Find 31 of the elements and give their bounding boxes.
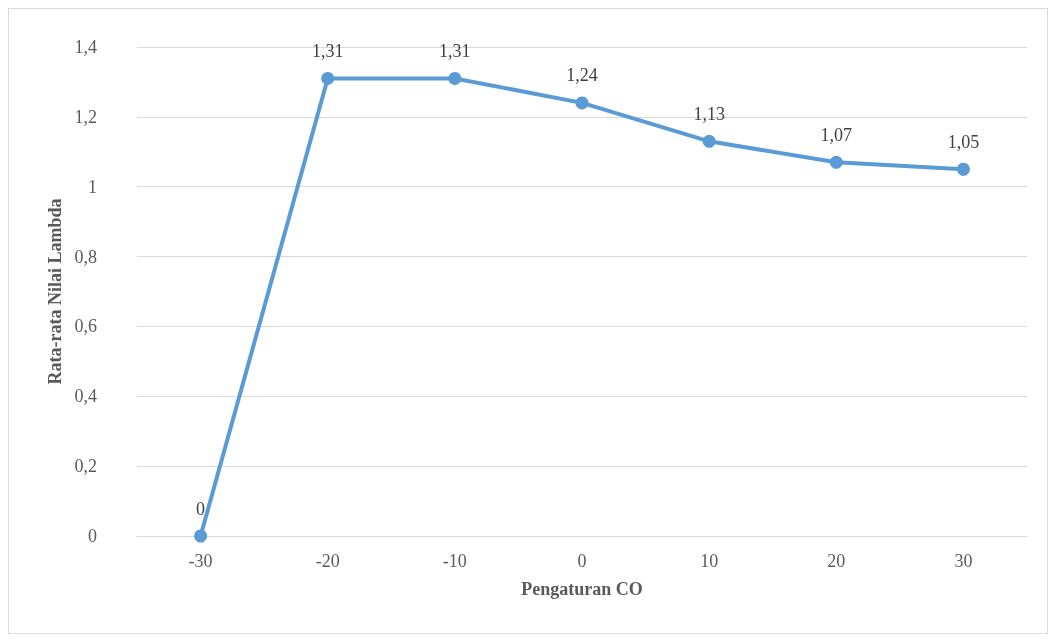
data-label: 1,31 [439, 40, 471, 61]
y-tick-label: 0,8 [74, 246, 97, 267]
data-label: 0 [196, 498, 206, 519]
x-tick-label: 30 [954, 551, 973, 571]
point [575, 96, 589, 110]
y-tick-label: 0,4 [74, 386, 97, 407]
x-tick-label: -20 [315, 551, 340, 571]
data-label: 1,05 [947, 131, 980, 152]
data-label: 1,07 [820, 124, 853, 145]
x-tick-label: 20 [827, 551, 846, 571]
y-tick-label: 1,4 [74, 37, 97, 57]
y-tick-label: 0,2 [74, 456, 97, 477]
point [321, 71, 335, 85]
x-axis-title: Pengaturan CO [521, 579, 643, 599]
y-axis-title: Rata-rata Nilai Lambda [44, 198, 65, 385]
x-tick-label: 0 [577, 551, 587, 571]
x-tick-label: -10 [442, 551, 467, 571]
y-tick-label: 0,6 [74, 316, 97, 337]
point [829, 155, 843, 169]
y-tick-label: 1,2 [74, 106, 97, 127]
point [702, 134, 716, 148]
x-tick-label: 10 [700, 551, 719, 571]
point [448, 71, 462, 85]
data-label: 1,13 [693, 103, 725, 124]
data-label: 1,31 [311, 40, 344, 61]
data-label: 1,24 [566, 65, 598, 86]
x-tick-label: -30 [188, 551, 213, 571]
point [194, 529, 208, 543]
y-tick-label: 0 [88, 526, 97, 546]
point [956, 162, 970, 176]
y-tick-label: 1 [88, 176, 97, 197]
